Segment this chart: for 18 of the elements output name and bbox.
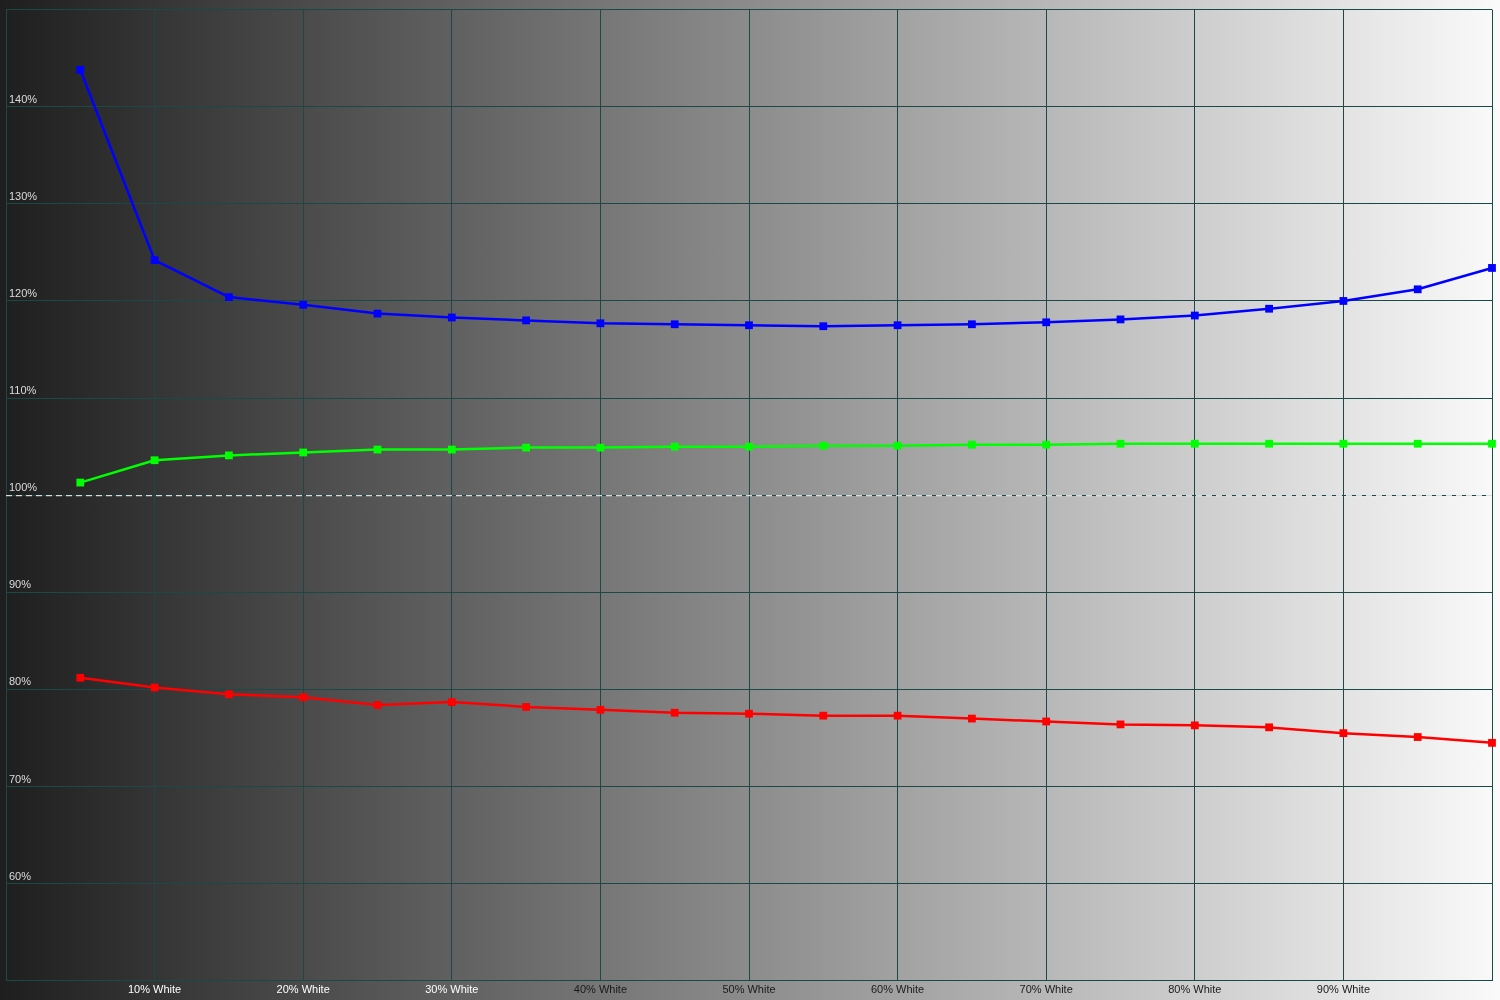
x-tick-label: 30% White [425, 983, 479, 996]
x-tick-label: 80% White [1168, 983, 1222, 996]
y-tick-label: 110% [9, 384, 37, 397]
y-tick-label: 90% [9, 578, 32, 591]
x-tick-label: 20% White [276, 983, 330, 996]
x-tick-label: 60% White [871, 983, 925, 996]
y-tick-label: 130% [9, 189, 38, 202]
x-tick-label: 10% White [128, 983, 182, 996]
x-tick-label: 50% White [722, 983, 776, 996]
y-tick-label: 140% [9, 92, 38, 105]
x-tick-label: 70% White [1019, 983, 1073, 996]
y-tick-label: 100% [9, 481, 38, 494]
y-tick-label: 70% [9, 772, 32, 785]
y-tick-label: 120% [9, 286, 38, 299]
y-tick-label: 80% [9, 675, 32, 688]
y-tick-label: 60% [9, 869, 32, 882]
x-tick-label: 90% White [1316, 983, 1370, 996]
x-tick-label: 40% White [573, 983, 627, 996]
